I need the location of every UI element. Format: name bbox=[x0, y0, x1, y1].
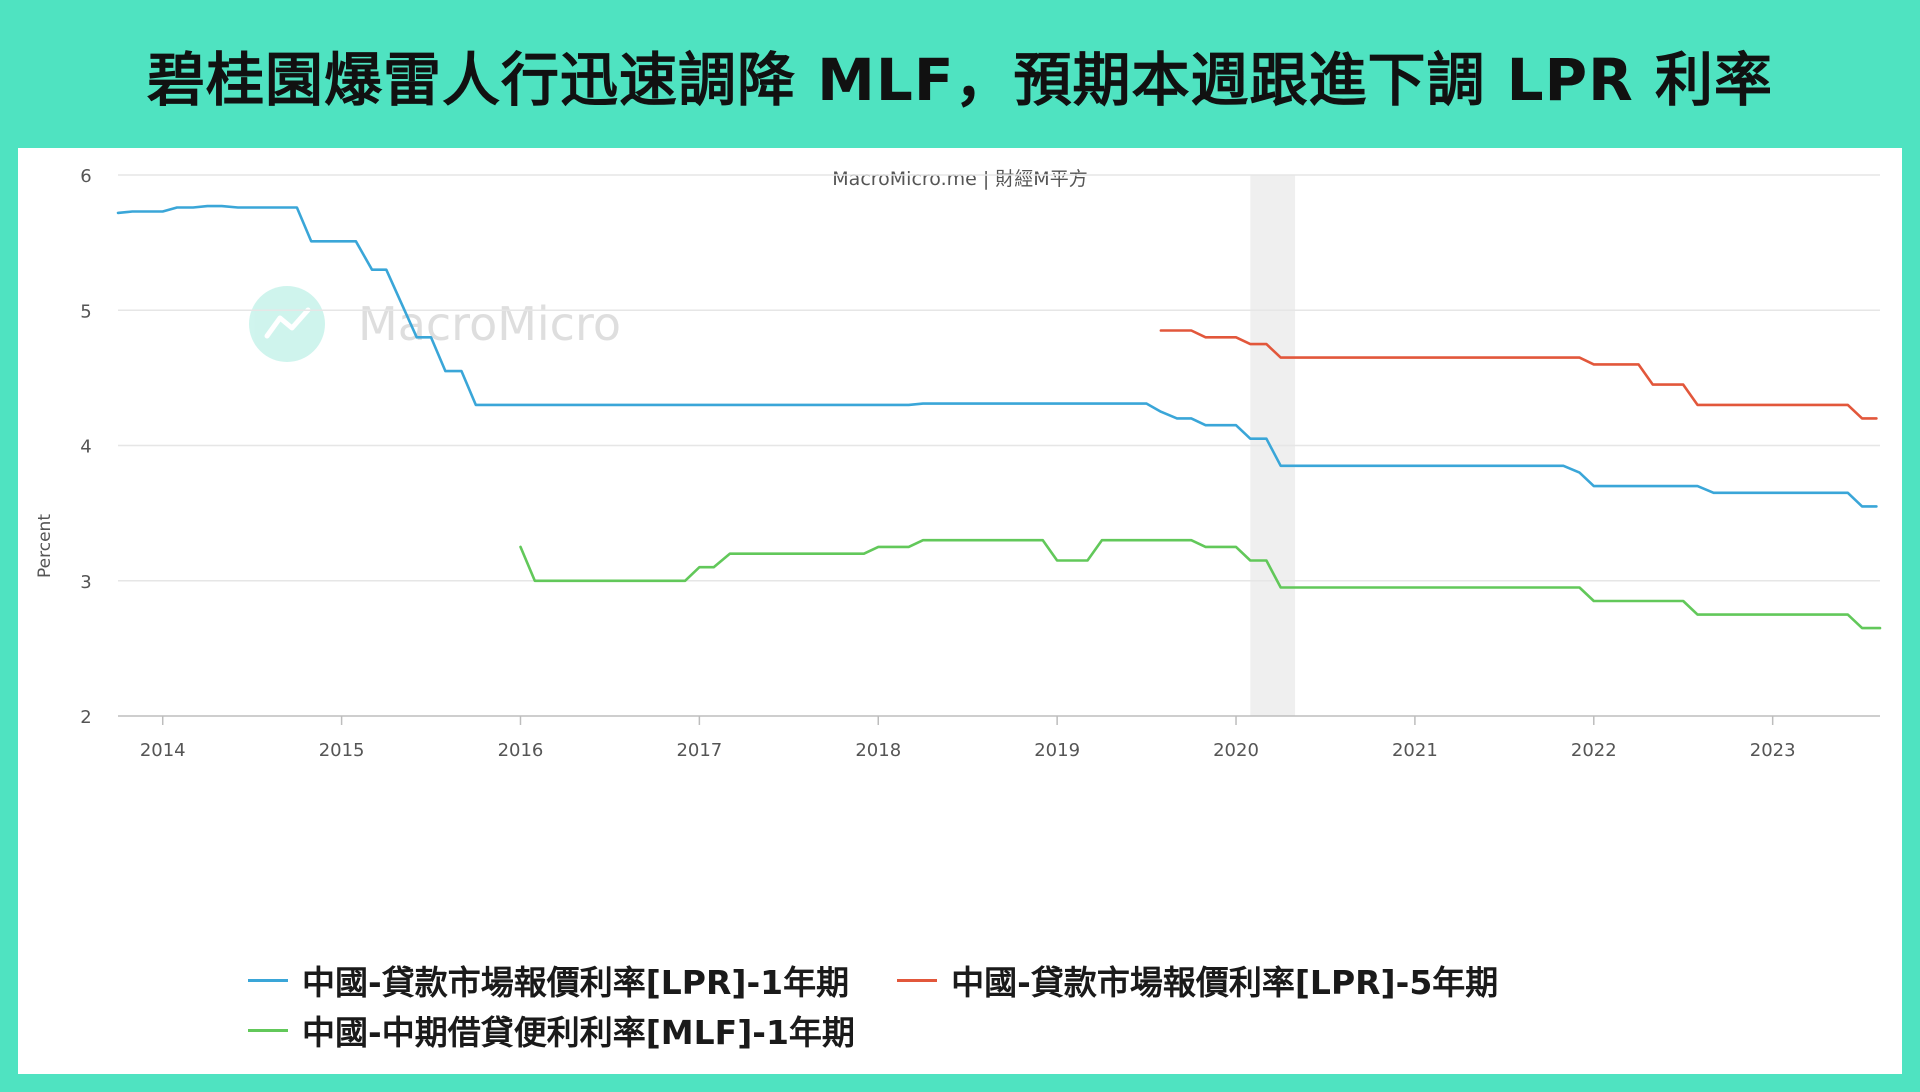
y-tick-label: 2 bbox=[80, 707, 91, 728]
watermark-text: MacroMicro bbox=[358, 297, 621, 351]
x-tick-label: 2015 bbox=[319, 740, 365, 761]
series-line-2 bbox=[519, 538, 1882, 630]
y-axis-label: Percent bbox=[35, 514, 55, 578]
legend-swatch bbox=[248, 1028, 288, 1032]
legend-item-lpr-5y[interactable]: 中國-貸款市場報價利率[LPR]-5年期 bbox=[897, 956, 1498, 1004]
chart-legend: 中國-貸款市場報價利率[LPR]-1年期 中國-貸款市場報價利率[LPR]-5年… bbox=[248, 955, 1748, 1055]
y-tick-label: 4 bbox=[80, 437, 91, 458]
series-line-1 bbox=[1159, 329, 1878, 420]
page-title: 碧桂園爆雷人行迅速調降 MLF，預期本週跟進下調 LPR 利率 bbox=[146, 46, 1773, 114]
legend-row: 中國-中期借貸便利利率[MLF]-1年期 bbox=[248, 1005, 1748, 1055]
x-tick-label: 2017 bbox=[676, 740, 722, 761]
x-tick-label: 2019 bbox=[1034, 740, 1080, 761]
chart-panel: MacroMicro.me | 財經M平方 MacroMicro 2 3 4 5 6 2… bbox=[18, 148, 1902, 1074]
watermark-logo-line-icon bbox=[264, 307, 311, 339]
x-tick-label: 2023 bbox=[1750, 740, 1796, 761]
chart-source: MacroMicro.me | 財經M平方 bbox=[832, 168, 1087, 190]
legend-item-lpr-1y[interactable]: 中國-貸款市場報價利率[LPR]-1年期 bbox=[248, 956, 849, 1004]
line-chart: MacroMicro.me | 財經M平方 MacroMicro 2 3 4 5 6 2… bbox=[35, 166, 1882, 761]
legend-label: 中國-貸款市場報價利率[LPR]-1年期 bbox=[302, 963, 850, 1002]
y-tick-label: 5 bbox=[80, 301, 91, 322]
series-line-0 bbox=[116, 204, 1878, 508]
x-tick-label: 2016 bbox=[498, 740, 544, 761]
x-tick-label: 2018 bbox=[855, 740, 901, 761]
legend-swatch bbox=[248, 978, 288, 982]
legend-item-mlf-1y[interactable]: 中國-中期借貸便利利率[MLF]-1年期 bbox=[248, 1006, 855, 1054]
x-tick-label: 2022 bbox=[1571, 740, 1617, 761]
watermark: MacroMicro bbox=[249, 286, 621, 362]
x-tick-label: 2020 bbox=[1213, 740, 1259, 761]
legend-swatch bbox=[897, 978, 938, 982]
legend-label: 中國-中期借貸便利利率[MLF]-1年期 bbox=[302, 1013, 855, 1052]
x-tick-label: 2021 bbox=[1392, 740, 1438, 761]
legend-label: 中國-貸款市場報價利率[LPR]-5年期 bbox=[951, 963, 1499, 1002]
x-tick-label: 2014 bbox=[140, 740, 186, 761]
y-tick-label: 6 bbox=[80, 166, 91, 187]
y-tick-label: 3 bbox=[80, 572, 91, 593]
legend-row: 中國-貸款市場報價利率[LPR]-1年期 中國-貸款市場報價利率[LPR]-5年… bbox=[248, 955, 1748, 1005]
